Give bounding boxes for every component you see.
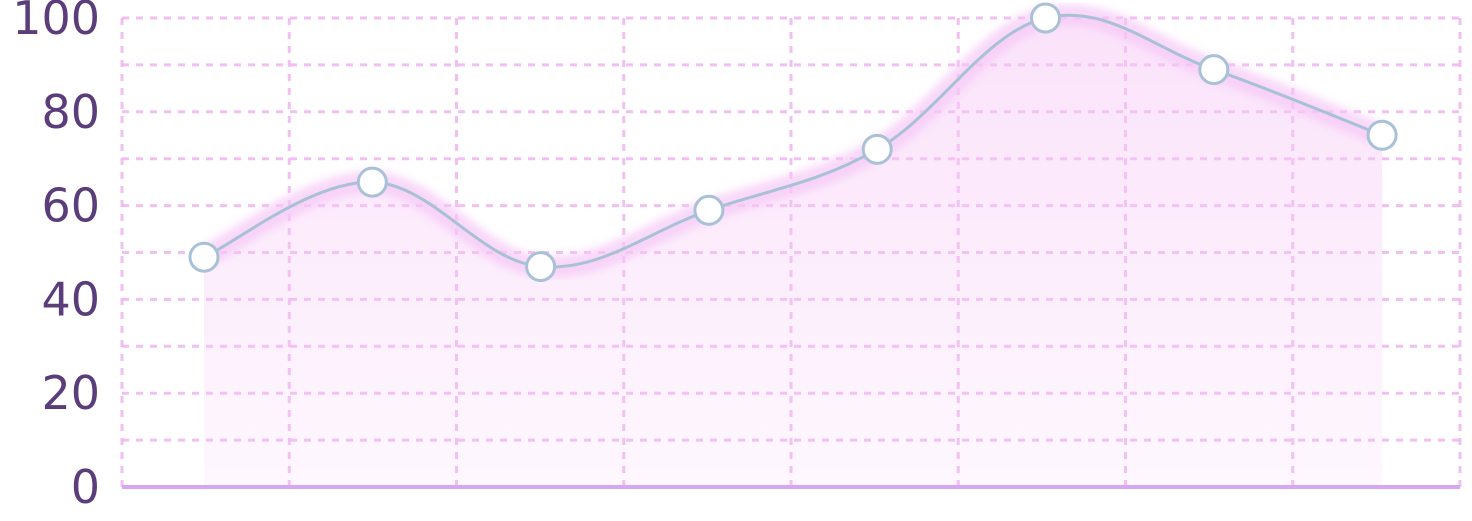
y-tick-label: 100: [12, 0, 100, 45]
y-tick-label: 40: [41, 272, 100, 326]
data-point: [525, 251, 557, 283]
series-line: [203, 13, 1383, 269]
data-point: [356, 166, 388, 198]
y-tick-label: 20: [41, 366, 100, 420]
area-fill-shape: [204, 15, 1383, 488]
y-axis: 0 20 40 60 80 100: [12, 0, 1460, 514]
data-point: [693, 194, 725, 226]
y-tick-label: 60: [41, 179, 100, 233]
y-tick-label: 0: [71, 460, 100, 514]
series-path: [203, 13, 1383, 269]
data-points: [188, 2, 1398, 283]
data-point: [861, 133, 893, 165]
data-point: [1030, 2, 1061, 34]
area-fill: [199, 4, 1387, 488]
data-point: [1366, 119, 1398, 151]
y-tick-label: 80: [41, 85, 100, 139]
data-point: [188, 241, 220, 273]
data-point: [1198, 54, 1230, 86]
